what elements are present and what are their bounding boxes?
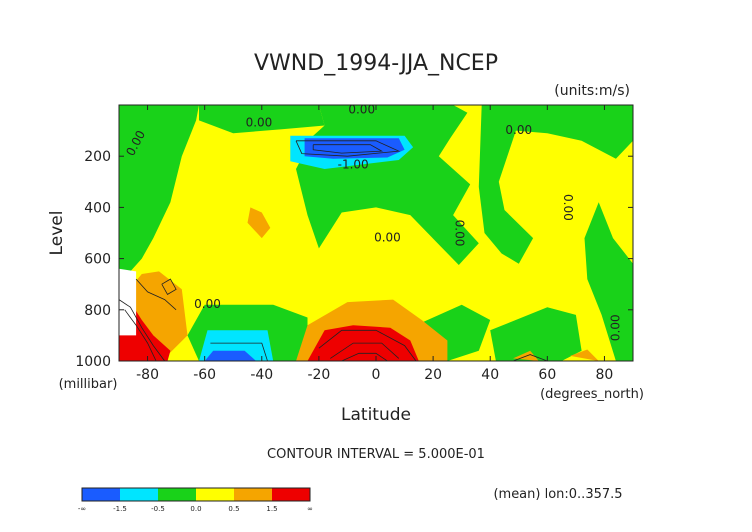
contour-line-9 [210, 342, 268, 361]
colorbar: -∞ -1.5 -0.5 0.0 0.5 1.5 ∞ [78, 487, 313, 513]
region-blue-lower [204, 350, 257, 361]
contour-label-5: 0.00 [374, 231, 401, 245]
x-tick-label: 20 [424, 367, 442, 383]
contour-label-0: 0.00 [348, 103, 375, 117]
contour-line-10 [512, 354, 548, 361]
colorbar-swatch [234, 488, 272, 501]
contour-line-0 [135, 278, 177, 311]
contour-line-4 [318, 329, 417, 361]
units-label: (units:m/s) [554, 83, 630, 99]
region-green-topstrip [199, 105, 325, 134]
y-tick-label: 800 [84, 303, 111, 319]
x-axis-title: Latitude [341, 405, 411, 425]
region-green-west [119, 105, 199, 274]
contour-line-7 [295, 140, 401, 157]
contour-line-1 [161, 278, 177, 295]
colorbar-swatch [120, 488, 158, 501]
region-green-northeast [584, 202, 633, 361]
x-tick-label: 60 [538, 367, 556, 383]
colorbar-swatch [158, 488, 196, 501]
contour-label-1: 0.00 [246, 115, 273, 129]
colorbar-swatch [196, 488, 234, 501]
region-orange-far-east [570, 349, 599, 361]
x-tick-label: 0 [372, 367, 381, 383]
region-background [119, 105, 633, 361]
y-tick-label: 400 [84, 200, 111, 216]
colorbar-swatch [82, 488, 120, 501]
y-tick-label: 200 [84, 149, 111, 165]
contour-lines [119, 140, 548, 361]
contour-line-3 [124, 309, 157, 361]
contour-line-5 [330, 342, 400, 359]
chart-title: VWND_1994-JJA_NCEP [254, 51, 498, 76]
region-blue-upper [304, 138, 405, 159]
contour-label-8: 0.00 [194, 297, 221, 311]
x-tick-label: 40 [481, 367, 499, 383]
y-tick-label: 600 [84, 252, 111, 268]
colorbar-swatch [272, 488, 310, 501]
contour-line-2 [119, 299, 166, 361]
region-green-sweast [490, 307, 582, 361]
x-tick-label: -60 [193, 367, 216, 383]
x-tick-label: -80 [136, 367, 159, 383]
region-green-east [478, 105, 633, 264]
x-axis: -80 -60 -40 -20 0 20 40 60 80 [136, 105, 613, 383]
y-axis: 200 400 600 800 1000 [75, 149, 633, 370]
contour-line-8 [312, 144, 384, 154]
contour-label-3: 0.00 [505, 123, 532, 137]
y-axis-units: (millibar) [59, 377, 118, 392]
colorbar-label: 1.5 [266, 505, 277, 513]
x-axis-units: (degrees_north) [540, 387, 644, 402]
region-orange-mid [247, 207, 271, 239]
y-axis-title: Level [47, 211, 67, 256]
colorbar-label: -∞ [78, 505, 86, 513]
contour-interval-text: CONTOUR INTERVAL = 5.000E-01 [267, 447, 485, 462]
colorbar-label: 0.0 [190, 505, 201, 513]
footer-note: (mean) lon:0..357.5 [493, 487, 622, 502]
x-tick-label: -40 [250, 367, 273, 383]
contour-label-6: 0.00 [452, 220, 466, 247]
x-tick-label: -20 [307, 367, 330, 383]
contour-label-9: 0.00 [608, 314, 622, 341]
x-tick-label: 80 [596, 367, 614, 383]
region-white-patch [119, 268, 137, 336]
colorbar-label: 0.5 [228, 505, 239, 513]
colorbar-frame [81, 487, 311, 502]
colorbar-label: -1.5 [113, 505, 127, 513]
colorbar-label: ∞ [307, 505, 313, 513]
contour-label-4: -1.00 [338, 158, 369, 172]
colorbar-label: -0.5 [151, 505, 165, 513]
contour-label-7: 0.00 [561, 194, 575, 221]
y-tick-label: 1000 [75, 354, 111, 370]
contour-line-6 [341, 352, 388, 361]
